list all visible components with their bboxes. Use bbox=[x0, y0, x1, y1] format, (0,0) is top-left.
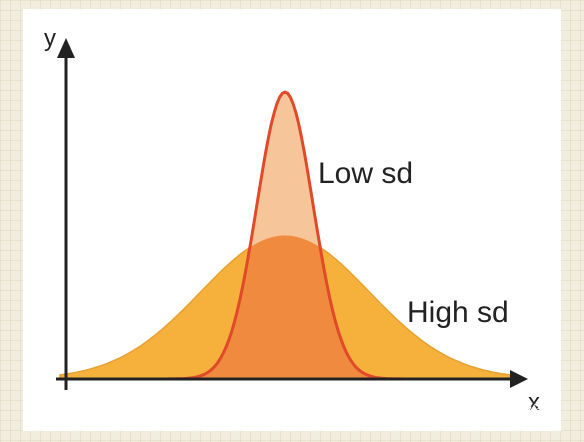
watermark: 知乎 @甘球尔海 bbox=[425, 403, 549, 423]
low-sd-label: Low sd bbox=[318, 157, 413, 190]
x-axis-label: x bbox=[528, 389, 540, 416]
x-axis-arrow-icon bbox=[510, 370, 528, 388]
y-axis-arrow-icon bbox=[57, 38, 75, 58]
y-axis-label: y bbox=[44, 25, 56, 52]
high-sd-label: High sd bbox=[407, 296, 509, 329]
